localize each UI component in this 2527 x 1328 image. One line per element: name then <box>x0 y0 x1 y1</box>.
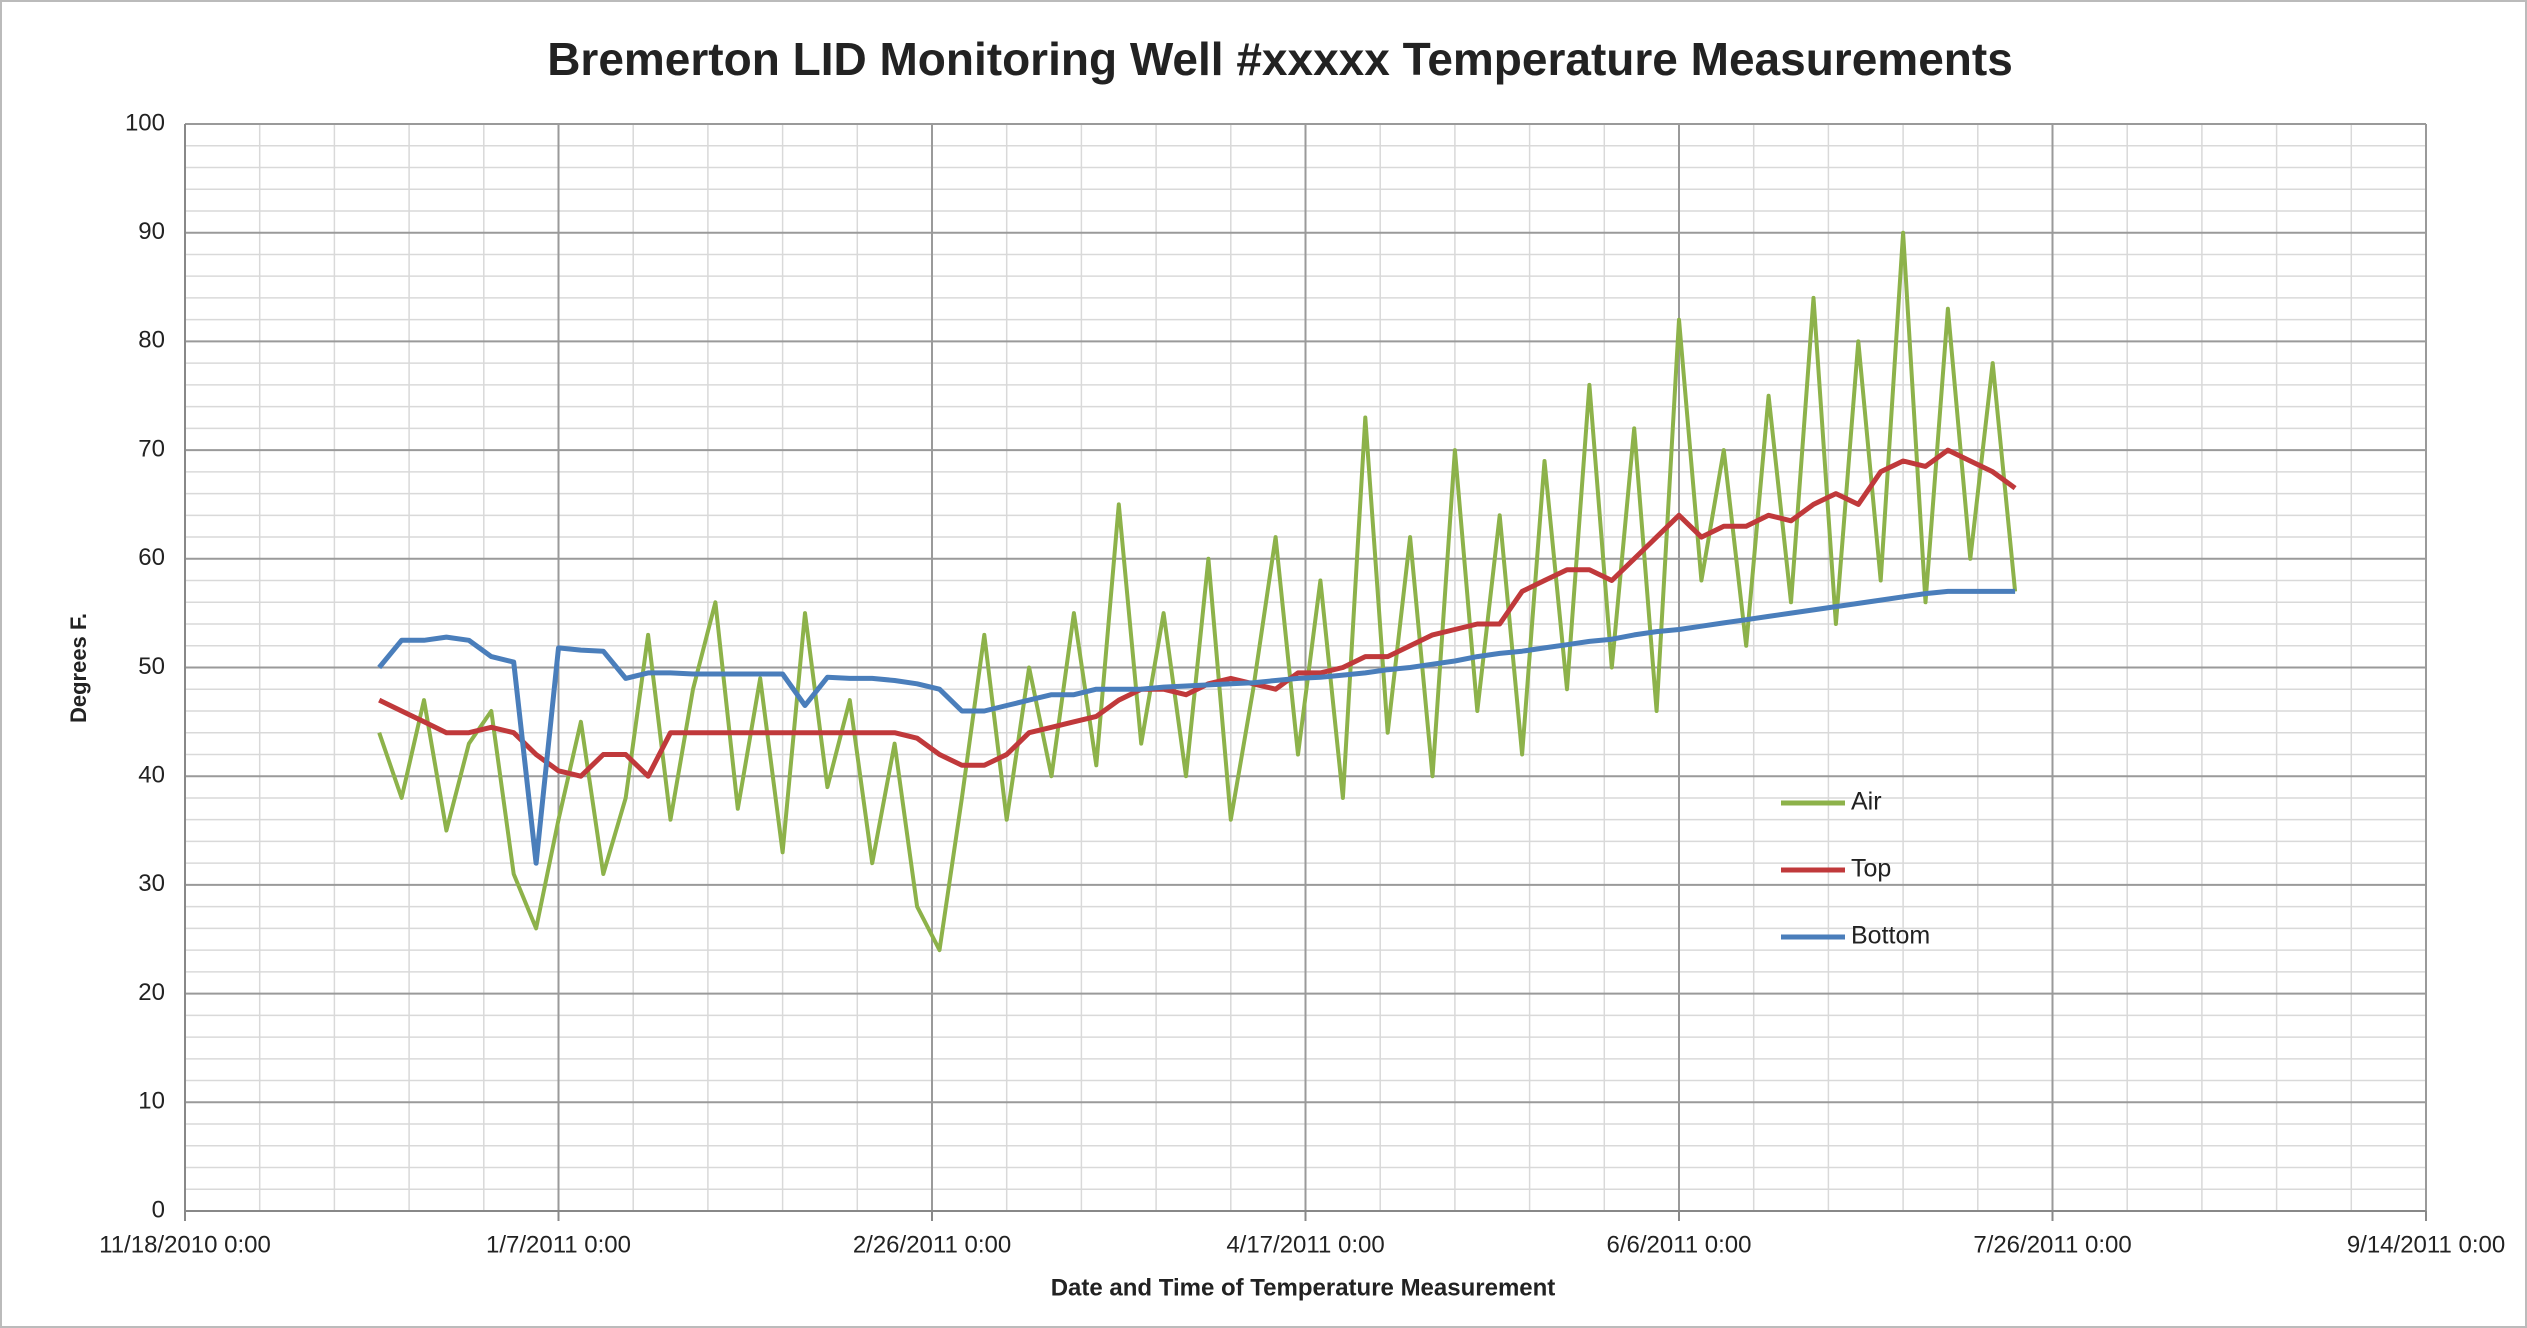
x-tick-label: 6/6/2011 0:00 <box>1606 1231 1751 1258</box>
x-tick-label: 7/26/2011 0:00 <box>1973 1231 2131 1258</box>
x-tick-label: 11/18/2010 0:00 <box>99 1231 271 1258</box>
x-tick-label: 4/17/2011 0:00 <box>1226 1231 1384 1258</box>
y-tick-label: 20 <box>138 979 165 1006</box>
x-axis-title: Date and Time of Temperature Measurement <box>1051 1274 1556 1301</box>
y-tick-label: 60 <box>138 544 165 571</box>
legend-label: Top <box>1851 855 1891 883</box>
y-tick-label: 70 <box>138 435 165 462</box>
y-axis-title: Degrees F. <box>66 613 91 723</box>
x-tick-label: 1/7/2011 0:00 <box>486 1231 631 1258</box>
y-tick-label: 40 <box>138 762 165 789</box>
x-tick-label: 9/14/2011 0:00 <box>2347 1231 2505 1258</box>
line-series <box>377 230 2018 953</box>
y-tick-label: 50 <box>138 653 165 680</box>
y-tick-label: 30 <box>138 870 165 897</box>
y-tick-label: 100 <box>125 109 165 136</box>
chart-title: Bremerton LID Monitoring Well #xxxxx Tem… <box>547 33 2013 85</box>
y-tick-label: 80 <box>138 327 165 354</box>
x-tick-label: 2/26/2011 0:00 <box>853 1231 1011 1258</box>
y-tick-label: 10 <box>138 1088 165 1115</box>
y-tick-label: 0 <box>152 1196 165 1223</box>
line-series <box>378 447 2017 779</box>
legend-label: Air <box>1851 788 1882 816</box>
legend-label: Bottom <box>1851 922 1930 950</box>
y-tick-label: 90 <box>138 218 165 245</box>
line-series <box>377 588 2016 866</box>
